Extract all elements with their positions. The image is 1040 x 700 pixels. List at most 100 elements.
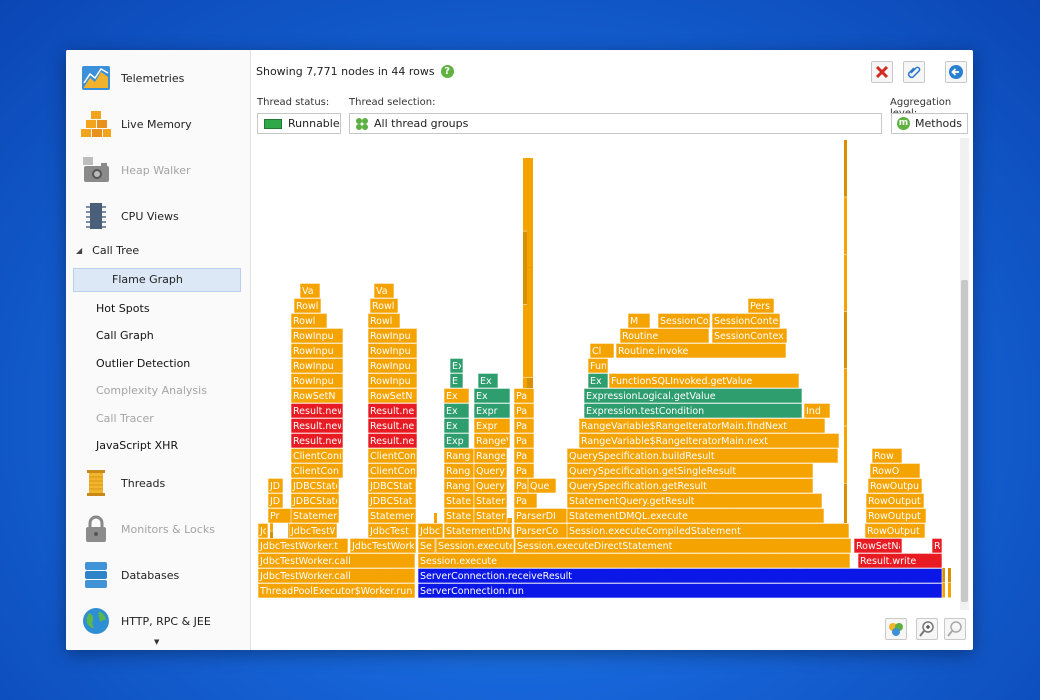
flame-frame[interactable]: Statement [290, 508, 343, 524]
nav-databases[interactable]: Databases [66, 555, 250, 595]
flame-frame[interactable]: Staten [443, 508, 477, 524]
flame-frame[interactable]: Va [299, 283, 321, 299]
flame-graph[interactable]: ThreadPoolExecutor$Worker.run ServerConne… [257, 138, 970, 610]
flame-frame-bar[interactable] [857, 553, 943, 569]
flame-frame-bar[interactable] [290, 373, 344, 389]
flame-frame-bar[interactable] [417, 568, 943, 584]
flame-frame-bar[interactable] [473, 418, 511, 434]
flame-frame-bar[interactable] [711, 313, 781, 329]
attach-button[interactable] [903, 61, 925, 83]
flame-frame-bar[interactable] [367, 418, 418, 434]
sidebar-scroll-down-icon[interactable]: ▼ [154, 638, 160, 646]
flame-spike-segment[interactable] [844, 140, 847, 197]
flame-spike-segment[interactable] [844, 254, 847, 312]
flame-frame[interactable]: JdbcTest [367, 523, 417, 539]
flame-spike-segment[interactable] [948, 568, 951, 583]
flame-frame[interactable]: JdbcTestWorker.call [257, 553, 416, 569]
nav-outlier-detection[interactable]: Outlier Detection [96, 357, 191, 370]
flame-frame[interactable]: Rang [443, 448, 475, 464]
flame-frame-bar[interactable] [349, 538, 417, 554]
flame-frame[interactable]: Ex [443, 403, 470, 419]
flame-frame[interactable]: Rang [443, 478, 475, 494]
flame-frame-bar[interactable] [615, 343, 787, 359]
flame-frame-bar[interactable] [267, 493, 284, 509]
scrollbar-thumb[interactable] [961, 280, 968, 602]
flame-frame[interactable]: JD [267, 478, 284, 494]
flame-frame-bar[interactable] [257, 538, 349, 554]
flame-frame-bar[interactable] [367, 493, 417, 509]
flame-frame[interactable]: Statemen [367, 508, 417, 524]
flame-frame[interactable]: Pa [513, 448, 535, 464]
flame-frame[interactable]: Result.new [290, 403, 345, 419]
flame-frame[interactable]: Que [527, 478, 557, 494]
flame-frame[interactable]: Expr [473, 403, 511, 419]
flame-frame[interactable]: Staten [443, 493, 477, 509]
flame-frame[interactable]: Va [373, 283, 395, 299]
flame-frame-bar[interactable] [587, 358, 609, 374]
flame-frame-bar[interactable] [513, 463, 535, 479]
flame-frame[interactable]: RangeVariable$RangeIteratorMain.findNext [578, 418, 826, 434]
flame-frame-bar[interactable] [288, 523, 338, 539]
flame-frame-bar[interactable] [589, 343, 615, 359]
flame-frame[interactable]: RangeVariable$RangeIteratorMain.next [578, 433, 840, 449]
flame-frame[interactable]: Ex [443, 418, 470, 434]
flame-frame[interactable]: Result.ne [367, 418, 418, 434]
nav-call-tree[interactable]: ◢ Call Tree [76, 244, 140, 257]
flame-frame-bar[interactable] [627, 313, 651, 329]
flame-frame-bar[interactable] [367, 448, 418, 464]
flame-frame[interactable]: Rang [443, 463, 475, 479]
flame-frame-bar[interactable] [367, 313, 401, 329]
flame-frame[interactable]: Pr [267, 508, 294, 524]
flame-frame[interactable]: Se [417, 538, 436, 554]
flame-spike-segment[interactable] [844, 197, 847, 254]
nav-monitors-locks[interactable]: Monitors & Locks [66, 509, 250, 549]
flame-frame[interactable]: ParserDI [513, 508, 568, 524]
flame-frame[interactable]: RowInpu [290, 358, 344, 374]
flame-frame-bar[interactable] [527, 478, 557, 494]
flame-frame[interactable]: RowInpu [290, 373, 344, 389]
flame-frame-bar[interactable] [473, 508, 508, 524]
flame-frame-bar[interactable] [578, 418, 826, 434]
flame-frame[interactable]: M [627, 313, 651, 329]
flame-spike-segment[interactable] [527, 158, 533, 268]
flame-frame[interactable]: ServerConnection.receiveResult [417, 568, 943, 584]
flame-frame[interactable]: RowInpu [367, 358, 418, 374]
help-icon[interactable]: ? [440, 65, 454, 78]
flame-frame-bar[interactable] [566, 493, 823, 509]
flame-frame[interactable]: Rowl [369, 298, 399, 314]
flame-frame[interactable]: JdbcTest [417, 523, 459, 539]
flame-frame[interactable]: Ex [473, 388, 511, 404]
flame-spike-segment[interactable] [942, 583, 945, 598]
flame-frame[interactable]: QuerySpecification.getResult [566, 478, 814, 494]
flame-frame[interactable]: StatementQuery.getResult [566, 493, 823, 509]
flame-frame[interactable]: JDBCState [290, 493, 341, 509]
flame-frame-bar[interactable] [566, 508, 825, 524]
flame-frame[interactable]: SessionCo [657, 313, 711, 329]
flame-frame-bar[interactable] [803, 403, 831, 419]
flame-frame[interactable]: Pa [513, 463, 535, 479]
flame-frame-bar[interactable] [513, 418, 535, 434]
flame-frame[interactable]: RowOutput [865, 493, 925, 509]
flame-frame[interactable]: JdbcTestWork [349, 538, 417, 554]
flame-frame[interactable]: Result.new [290, 433, 345, 449]
flame-frame-bar[interactable] [417, 538, 436, 554]
flame-frame-bar[interactable] [473, 493, 508, 509]
flame-frame[interactable]: JdbcTestW [288, 523, 340, 539]
flame-spike-segment[interactable] [844, 483, 847, 541]
flame-frame-bar[interactable] [566, 478, 814, 494]
flame-frame-bar[interactable] [290, 403, 344, 419]
flame-frame-bar[interactable] [657, 313, 711, 329]
flame-frame-bar[interactable] [293, 298, 322, 314]
flame-frame-bar[interactable] [473, 388, 511, 404]
flame-frame-bar[interactable] [290, 463, 344, 479]
flame-frame[interactable]: QuerySpecification.buildResult [566, 448, 839, 464]
flame-frame-bar[interactable] [290, 343, 344, 359]
flame-frame[interactable]: StatementDN [443, 523, 513, 539]
flame-frame[interactable]: Result.ne [367, 403, 418, 419]
flame-frame[interactable]: ClientCon [367, 448, 418, 464]
flame-frame-bar[interactable] [867, 478, 923, 494]
flame-frame[interactable]: SessionContex [711, 313, 784, 329]
flame-frame-bar[interactable] [587, 373, 609, 389]
flame-frame[interactable]: Session.executeDirectStatement [514, 538, 852, 554]
zoom-out-button[interactable] [944, 618, 966, 640]
